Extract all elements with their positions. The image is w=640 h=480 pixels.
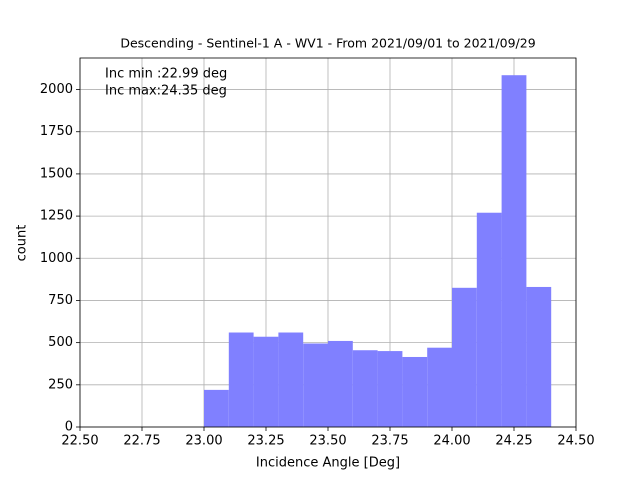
y-tick-label: 2000 (40, 82, 73, 97)
annotation: Inc min :22.99 deg (105, 67, 227, 82)
y-tick-label: 1250 (40, 209, 73, 224)
bar (278, 332, 304, 427)
y-tick-label: 1000 (40, 251, 73, 266)
x-tick-label: 22.75 (123, 434, 160, 449)
bar (253, 336, 279, 427)
x-tick-label: 24.50 (557, 434, 594, 449)
y-tick-label: 0 (65, 420, 73, 435)
annotation: Inc max:24.35 deg (105, 84, 227, 99)
x-axis-label: Incidence Angle [Deg] (256, 456, 400, 471)
bar (303, 343, 328, 427)
x-tick-label: 22.50 (61, 434, 98, 449)
x-tick-label: 23.25 (247, 434, 284, 449)
y-axis-label: count (15, 225, 30, 262)
x-tick-label: 24.25 (495, 434, 532, 449)
chart-title: Descending - Sentinel-1 A - WV1 - From 2… (120, 36, 535, 51)
x-tick-label: 23.75 (371, 434, 408, 449)
bar (352, 350, 378, 427)
bar (526, 286, 552, 427)
y-tick-label: 1750 (40, 124, 73, 139)
bar (402, 356, 428, 427)
y-tick-label: 1500 (40, 166, 73, 181)
bar (427, 347, 452, 427)
y-tick-label: 750 (48, 293, 73, 308)
y-tick-label: 500 (48, 335, 73, 350)
bar (328, 340, 353, 427)
y-tick-label: 250 (48, 377, 73, 392)
bar (204, 389, 229, 427)
x-tick-label: 23.00 (185, 434, 222, 449)
x-tick-label: 24.00 (433, 434, 470, 449)
bar (228, 332, 254, 427)
bar (377, 351, 403, 427)
axes-frame (79, 57, 577, 428)
bar (476, 212, 502, 427)
bar (501, 75, 527, 428)
x-tick-label: 23.50 (309, 434, 346, 449)
bar (452, 287, 477, 427)
